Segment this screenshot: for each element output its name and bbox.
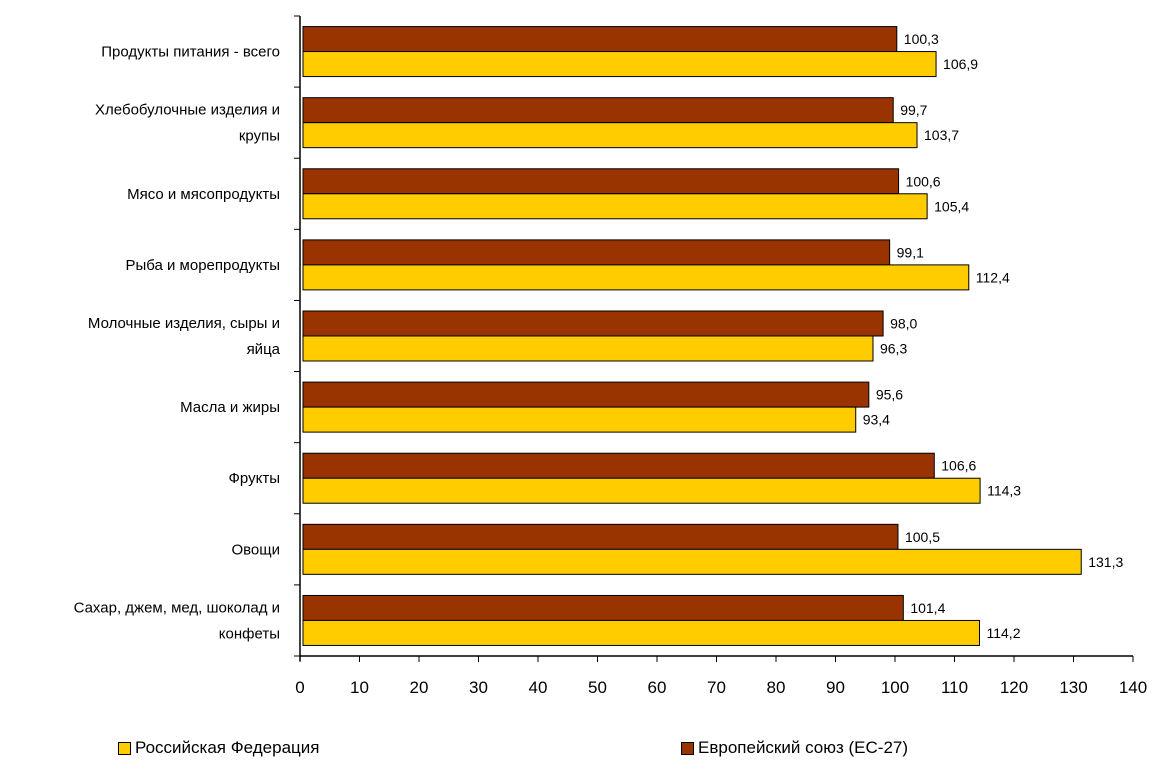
x-tick-label-12: 120 <box>1000 678 1028 697</box>
bar-russia-5 <box>302 406 857 433</box>
category-label-1-line1: крупы <box>239 128 280 145</box>
bar-eu-6 <box>302 452 935 479</box>
legend-item-russia: Российская Федерация <box>118 738 319 758</box>
x-tick-label-8: 80 <box>767 678 786 697</box>
category-label-8-line1: конфеты <box>219 625 280 642</box>
x-tick-label-11: 110 <box>941 678 968 697</box>
value-label-russia-5: 93,4 <box>863 412 890 428</box>
value-label-eu-8: 101,4 <box>910 600 945 616</box>
category-label-4-line1: яйца <box>247 341 281 358</box>
x-tick-label-14: 140 <box>1119 678 1147 697</box>
value-label-eu-7: 100,5 <box>905 529 940 545</box>
x-tick-label-9: 90 <box>826 678 845 697</box>
value-label-eu-3: 99,1 <box>897 244 924 260</box>
x-tick-label-10: 100 <box>881 678 909 697</box>
bar-eu-7 <box>302 523 899 550</box>
category-label-3: Рыба и морепродукты <box>125 257 280 274</box>
bar-eu-0 <box>302 26 898 53</box>
bar-russia-1 <box>302 122 918 149</box>
value-label-eu-6: 106,6 <box>941 458 976 474</box>
bar-russia-3 <box>302 264 970 291</box>
value-label-russia-7: 131,3 <box>1088 554 1123 570</box>
bar-eu-2 <box>302 168 900 195</box>
value-label-russia-1: 103,7 <box>924 127 959 143</box>
bar-eu-5 <box>302 381 870 408</box>
category-label-6: Фрукты <box>229 470 280 487</box>
category-label-1-line0: Хлебобулочные изделия и <box>95 102 280 119</box>
value-label-russia-3: 112,4 <box>976 269 1010 285</box>
legend-swatch-russia <box>118 741 131 755</box>
x-tick-label-13: 130 <box>1059 678 1087 697</box>
value-label-eu-5: 95,6 <box>876 387 903 403</box>
value-label-eu-2: 100,6 <box>906 173 941 189</box>
bar-russia-0 <box>302 51 937 78</box>
category-label-8-line0: Сахар, джем, мед, шоколад и <box>74 599 280 616</box>
value-label-eu-4: 98,0 <box>890 316 917 332</box>
x-tick-label-5: 50 <box>588 678 607 697</box>
legend-label-russia: Российская Федерация <box>135 738 320 757</box>
x-tick-label-3: 30 <box>469 678 488 697</box>
value-label-eu-0: 100,3 <box>904 31 939 47</box>
legend-label-eu: Европейский союз (ЕС-27) <box>698 738 909 757</box>
legend-swatch-eu <box>681 741 694 755</box>
category-label-5: Масла и жиры <box>180 399 280 416</box>
category-label-0: Продукты питания - всего <box>101 44 280 61</box>
category-label-2: Мясо и мясопродукты <box>127 186 280 203</box>
x-tick-label-0: 0 <box>295 678 304 697</box>
bar-russia-6 <box>302 477 981 504</box>
value-label-russia-4: 96,3 <box>880 341 907 357</box>
bar-eu-4 <box>302 310 884 337</box>
x-tick-label-2: 20 <box>410 678 429 697</box>
x-tick-label-1: 10 <box>350 678 369 697</box>
bar-russia-8 <box>302 619 980 646</box>
value-label-russia-2: 105,4 <box>934 198 969 214</box>
bar-russia-4 <box>302 335 874 362</box>
bar-eu-1 <box>302 97 894 124</box>
x-tick-label-4: 40 <box>529 678 548 697</box>
x-tick-label-7: 70 <box>707 678 726 697</box>
legend-item-eu: Европейский союз (ЕС-27) <box>681 738 908 758</box>
category-label-4-line0: Молочные изделия, сыры и <box>88 315 280 332</box>
bar-eu-3 <box>302 239 891 266</box>
value-label-russia-0: 106,9 <box>943 56 978 72</box>
bar-russia-7 <box>302 548 1082 575</box>
x-tick-label-6: 60 <box>648 678 667 697</box>
category-label-7: Овощи <box>231 541 280 558</box>
bar-eu-8 <box>302 594 904 621</box>
bar-russia-2 <box>302 193 928 220</box>
value-label-russia-8: 114,2 <box>986 625 1020 641</box>
value-label-russia-6: 114,3 <box>987 483 1021 499</box>
value-label-eu-1: 99,7 <box>900 102 927 118</box>
